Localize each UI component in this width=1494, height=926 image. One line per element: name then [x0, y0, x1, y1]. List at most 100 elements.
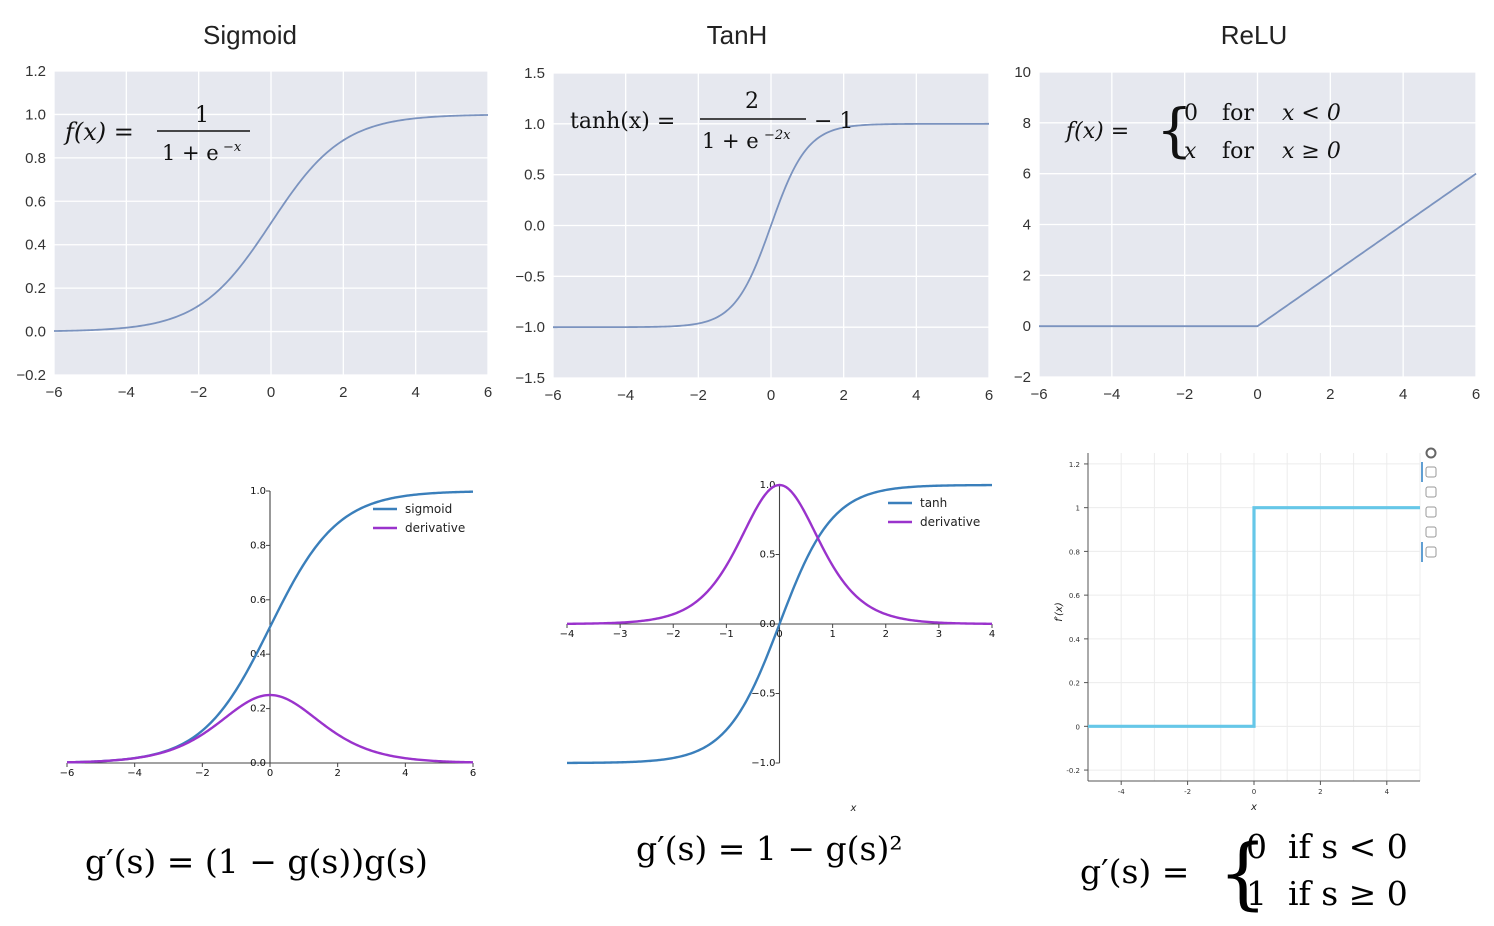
- legend-label-derivative: derivative: [405, 521, 465, 535]
- sigmoid-formula: f(x) = 1 1 + e −x: [63, 103, 250, 165]
- y-tick-label: 0.5: [524, 167, 545, 184]
- relu-formula-row2-value: x: [1184, 139, 1197, 164]
- sigmoid-formula-lhs: f(x) =: [63, 118, 134, 146]
- relu-derivative-formula: g′(s) = { 0 if s < 0 1 if s ≥ 0: [1080, 827, 1408, 919]
- x-tick-label: −3: [613, 629, 628, 640]
- x-tick-label: 0: [267, 384, 275, 401]
- y-tick-label: 0.4: [25, 237, 46, 254]
- sigmoid-derivative-formula: g′(s) = (1 − g(s))g(s): [85, 842, 428, 881]
- x-tick-label: −2: [666, 629, 681, 640]
- x-tick-label: −4: [560, 629, 575, 640]
- relu-derivative-formula-brace: {: [1218, 829, 1268, 919]
- y-tick-label: 0.2: [250, 704, 266, 715]
- sigmoid-line: [53, 114, 489, 332]
- x-tick-label: 3: [936, 629, 942, 640]
- sigmoid-title: Sigmoid: [203, 20, 297, 50]
- y-tick-label: 0.4: [1069, 636, 1081, 644]
- x-tick-label: −2: [1176, 386, 1193, 403]
- tanh-formula-tail: − 1: [814, 109, 853, 134]
- y-tick-label: 0.6: [1069, 592, 1081, 600]
- y-tick-label: −0.5: [515, 268, 545, 285]
- x-tick-label: -4: [1118, 788, 1126, 796]
- x-tick-label: −4: [617, 387, 634, 404]
- x-tick-label: 0: [1252, 788, 1256, 796]
- x-tick-label: −4: [118, 384, 135, 401]
- hover-icon[interactable]: [1425, 546, 1437, 558]
- legend-label-derivative: derivative: [920, 515, 980, 529]
- y-tick-label: 0.2: [1069, 680, 1080, 688]
- y-tick-label: 6: [1023, 166, 1031, 183]
- y-tick-label: 0.0: [250, 758, 266, 769]
- x-tick-label: −6: [45, 384, 62, 401]
- y-tick-label: 1.0: [760, 480, 776, 491]
- tanh-formula-numerator: 2: [745, 89, 759, 114]
- relu-formula-lhs: f(x) =: [1064, 119, 1129, 144]
- y-tick-label: -0.2: [1066, 767, 1080, 775]
- x-tick-label: 2: [883, 629, 889, 640]
- x-tick-label: 4: [989, 629, 995, 640]
- y-tick-label: 0.6: [25, 193, 46, 210]
- x-tick-label: 0: [267, 768, 273, 779]
- x-tick-label: 4: [1385, 788, 1390, 796]
- tanh-line: [553, 122, 989, 329]
- relu-line: [1039, 172, 1477, 328]
- y-tick-label: 1.2: [25, 63, 46, 80]
- legend-label-sigmoid: sigmoid: [405, 502, 452, 516]
- x-tick-label: 0: [1253, 386, 1261, 403]
- tanh-derivative-plot: −4 −3 −2 −1 0 1 2 3 4 −1.0 −0.5 0.0 0.5 1.0 tanh deriva…: [560, 480, 996, 814]
- y-tick-label: 2: [1023, 267, 1031, 284]
- wheel-zoom-icon[interactable]: [1425, 486, 1437, 498]
- y-tick-label: 0.8: [1069, 548, 1080, 556]
- reset-icon[interactable]: [1425, 506, 1437, 518]
- y-tick-label: 0.8: [25, 150, 46, 167]
- tanh-derivative-formula: g′(s) = 1 − g(s)²: [636, 829, 903, 868]
- y-tick-label: 1.2: [1069, 461, 1080, 469]
- legend-label-tanh: tanh: [920, 496, 947, 510]
- tanh-formula-lhs: tanh(x) =: [570, 109, 675, 134]
- x-tick-label: 6: [1472, 386, 1480, 403]
- pan-icon[interactable]: [1425, 466, 1437, 478]
- y-tick-label: 1: [1076, 505, 1080, 513]
- tanh-plot: TanH −6 −4 −2 0 2 4 6 −1.5 −1.0 −0.5 0.0 0.5 1.0 1.5: [515, 20, 993, 404]
- sigmoid-plot: Sigmoid −6 −4 −2 0 2 4 6 −0.2 0.0 0.2 0.4 0.6 0.8 1.0…: [16, 20, 492, 401]
- y-tick-label: 0.0: [524, 218, 545, 235]
- relu-formula-row2-for: for: [1222, 139, 1254, 164]
- y-tick-label: −1.0: [515, 319, 545, 336]
- x-tick-label: −6: [544, 387, 561, 404]
- x-tick-label: −6: [1030, 386, 1047, 403]
- x-tick-label: −6: [60, 768, 75, 779]
- relu-title: ReLU: [1221, 20, 1287, 50]
- y-tick-label: 0: [1076, 723, 1080, 731]
- x-tick-label: −1: [719, 629, 734, 640]
- x-axis-label: x: [850, 803, 857, 814]
- x-tick-label: -2: [1184, 788, 1191, 796]
- x-tick-label: 2: [839, 387, 847, 404]
- hover-icon-shape: [1425, 546, 1437, 558]
- y-tick-label: 10: [1014, 64, 1031, 81]
- relu-formula-row1-for: for: [1222, 101, 1254, 126]
- x-tick-label: 4: [1399, 386, 1407, 403]
- derivative-line: [566, 483, 993, 626]
- x-tick-label: 2: [1326, 386, 1334, 403]
- y-tick-label: 0: [1023, 318, 1031, 335]
- relu-derivative-formula-row1: 0 if s < 0: [1246, 827, 1408, 866]
- x-tick-label: 4: [912, 387, 920, 404]
- bokeh-logo-icon[interactable]: [1425, 447, 1437, 459]
- x-tick-label: 6: [484, 384, 492, 401]
- relu-formula-row2-condition: x ≥ 0: [1282, 139, 1341, 164]
- relu-derivative-formula-lhs: g′(s) =: [1080, 852, 1189, 891]
- tanh-formula-exponent: −2x: [764, 128, 791, 143]
- y-tick-label: 1.0: [250, 486, 266, 497]
- x-tick-label: 2: [1318, 788, 1322, 796]
- save-icon[interactable]: [1425, 526, 1437, 538]
- tanh-formula-denominator: 1 + e: [702, 129, 759, 153]
- y-tick-label: 1.0: [524, 116, 545, 133]
- x-tick-label: −2: [195, 768, 210, 779]
- bokeh-logo-icon-shape: [1425, 447, 1437, 459]
- y-tick-label: 0.0: [760, 619, 776, 630]
- save-icon-shape: [1425, 526, 1437, 538]
- y-tick-label: 1.0: [25, 106, 46, 123]
- sigmoid-formula-denominator: 1 + e: [162, 141, 219, 165]
- x-tick-label: 1: [829, 629, 835, 640]
